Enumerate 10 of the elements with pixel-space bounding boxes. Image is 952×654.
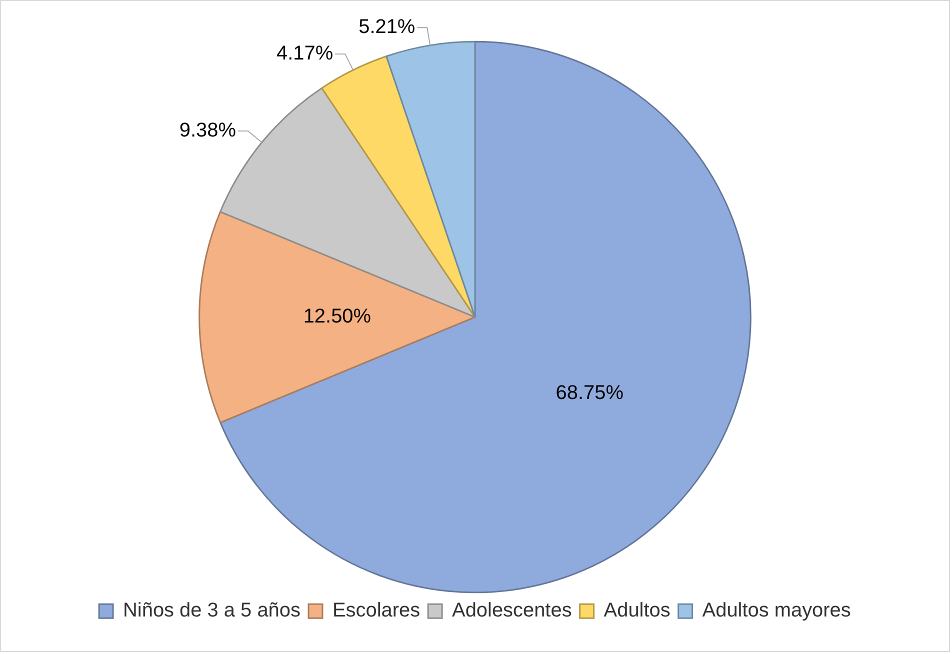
legend-label: Escolares	[332, 600, 420, 622]
legend-label: Adultos	[604, 600, 670, 622]
data-label: 4.17%	[276, 42, 334, 64]
legend-label: Niños de 3 a 5 años	[123, 600, 300, 622]
legend-label: Adultos mayores	[702, 600, 851, 622]
data-label: 68.75%	[556, 382, 624, 404]
legend-label: Adolescentes	[452, 600, 572, 622]
data-label: 12.50%	[303, 306, 372, 328]
data-label: 9.38%	[179, 120, 236, 142]
data-label: 5.21%	[358, 16, 416, 38]
